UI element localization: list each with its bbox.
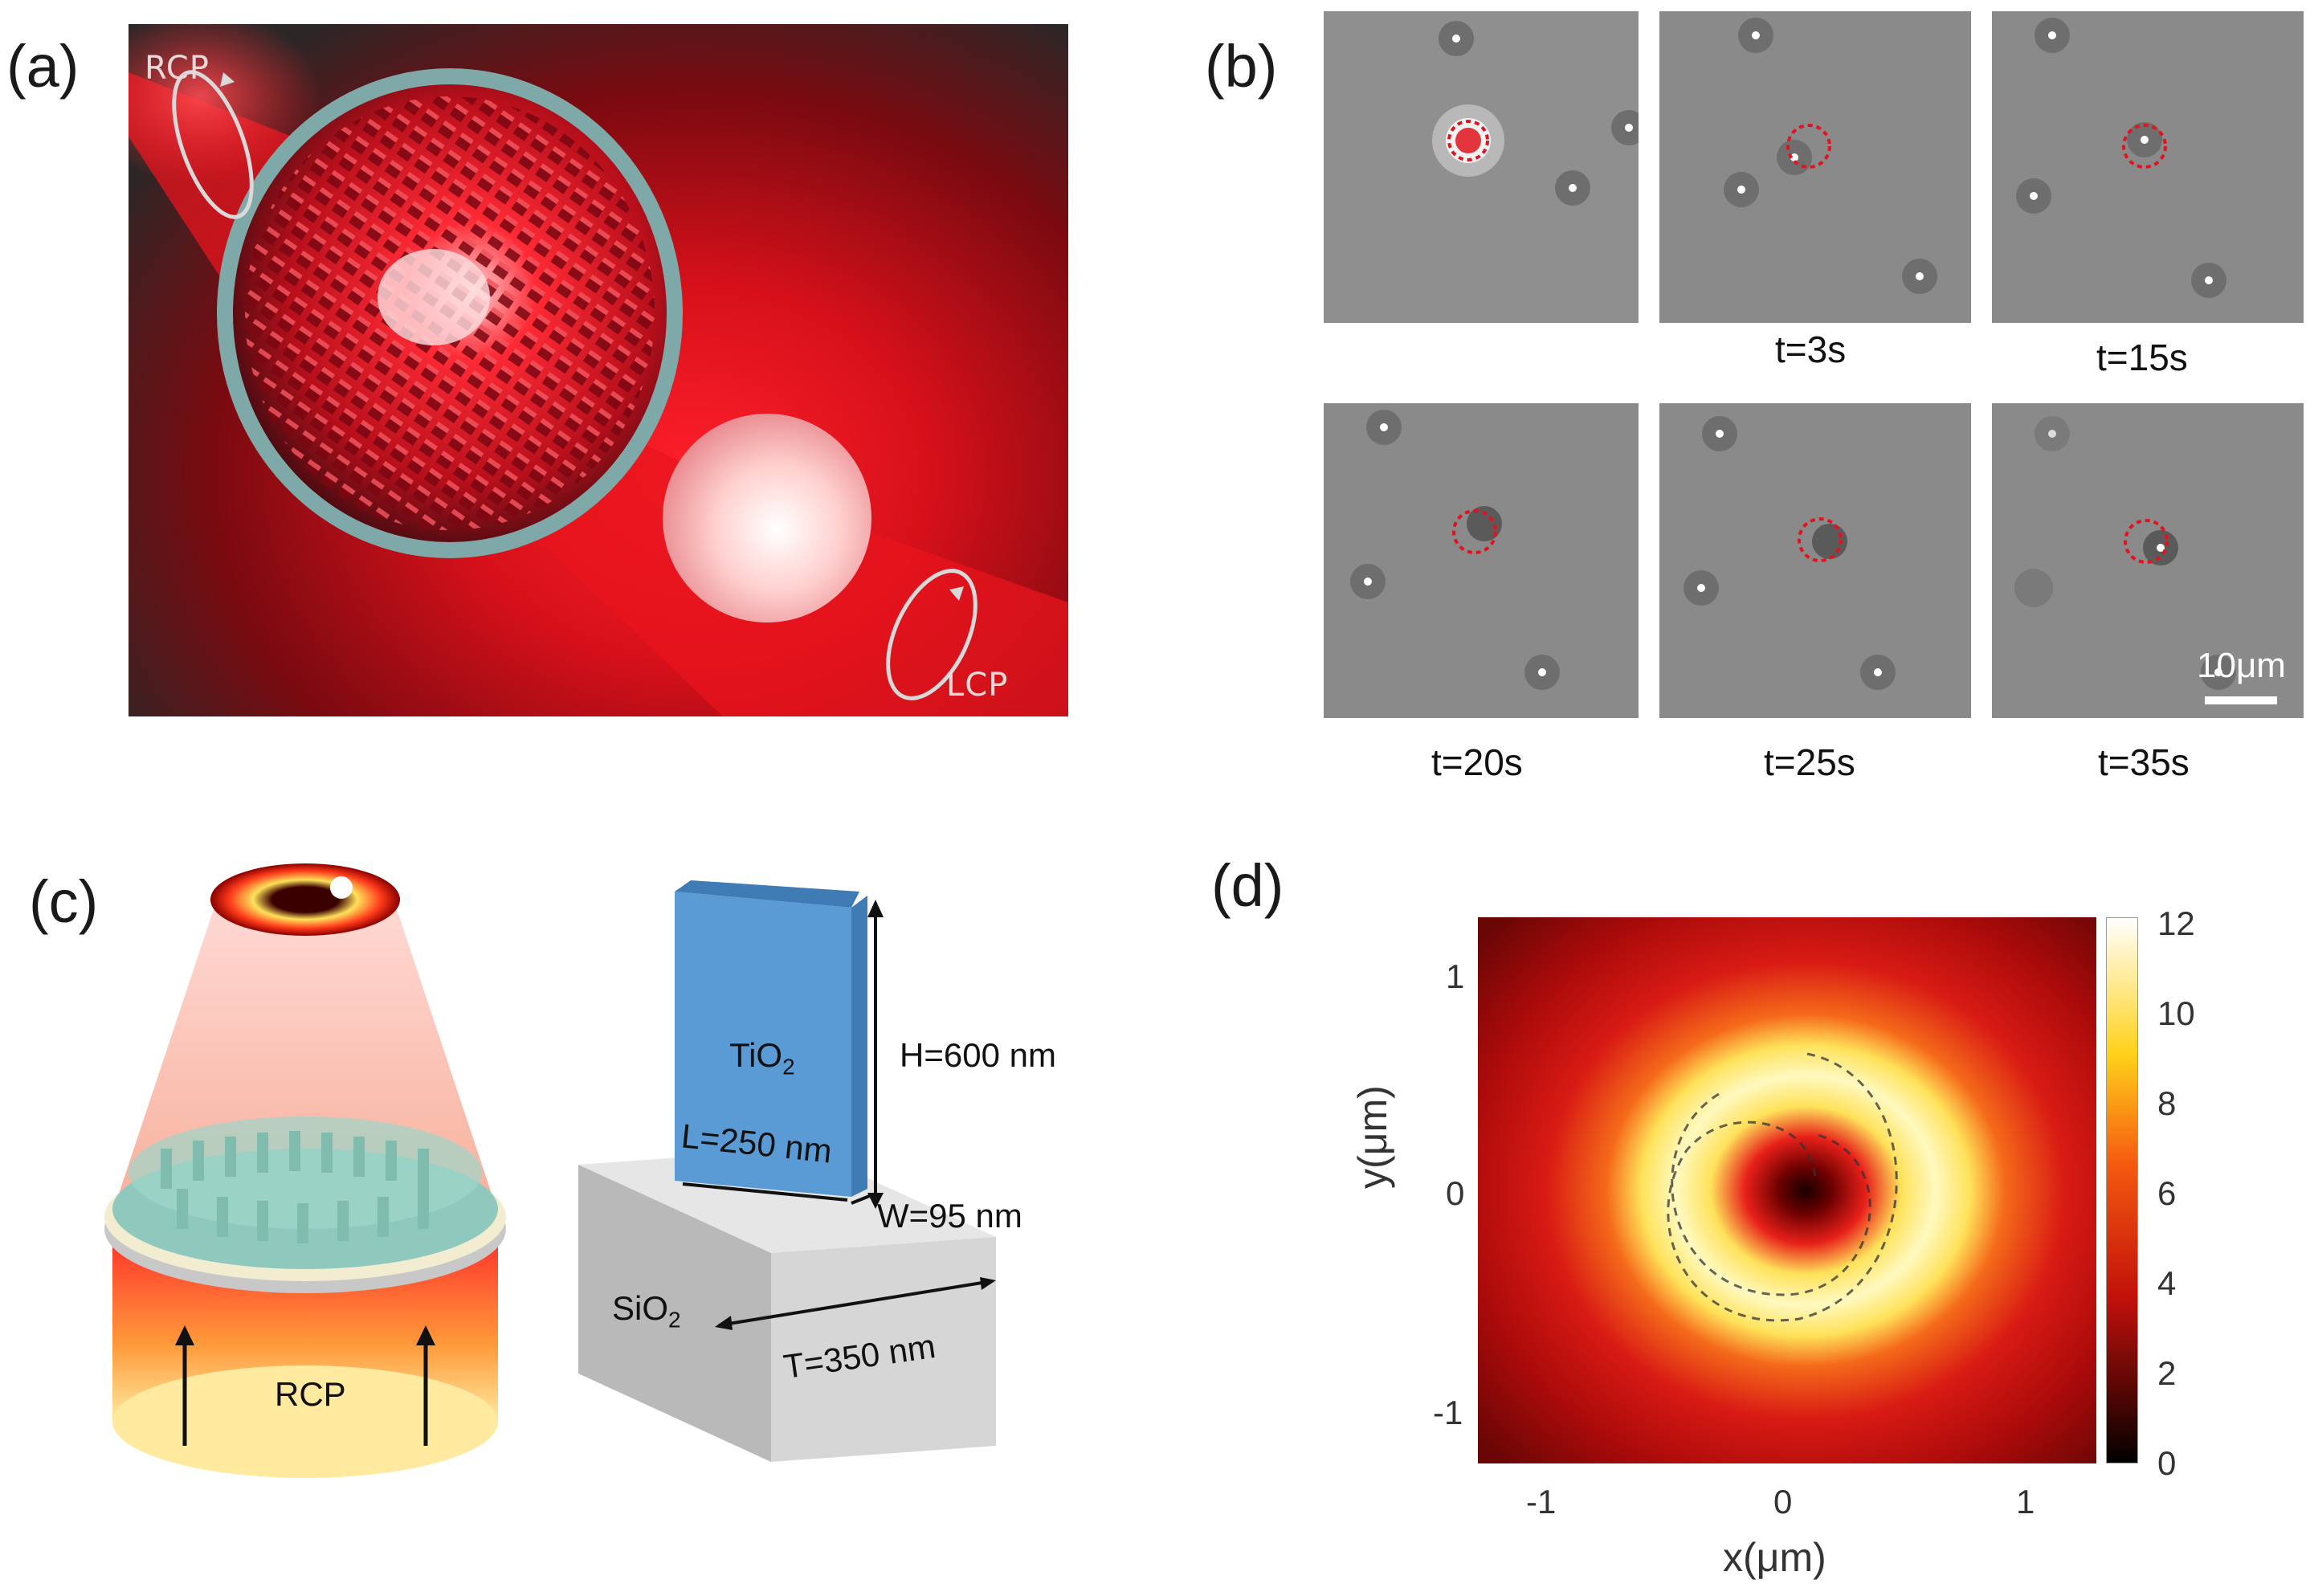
frame-3-time: t=15s <box>2096 337 2188 378</box>
y-tick-0: 0 <box>1446 1174 1465 1212</box>
colorbar-tick-12: 12 <box>2157 904 2195 942</box>
rcp-label: RCP <box>145 50 210 87</box>
microscope-frame-5 <box>1659 403 1971 718</box>
colorbar-tick-4: 4 <box>2157 1264 2177 1302</box>
panel-c-label: (c) <box>29 868 99 935</box>
colorbar-tick-8: 8 <box>2157 1084 2177 1122</box>
width-label: W=95 nm <box>877 1197 1022 1235</box>
microscope-frame-4 <box>1324 403 1639 718</box>
sio2-subscript: 2 <box>668 1307 681 1333</box>
x-tick-1: 1 <box>2016 1483 2035 1520</box>
colorbar-tick-2: 2 <box>2157 1354 2177 1392</box>
frame-6-time: t=35s <box>2098 741 2190 783</box>
metalens-schematic <box>104 863 506 1478</box>
colorbar-tick-10: 10 <box>2157 994 2195 1032</box>
frame-2-time: t=3s <box>1775 329 1847 370</box>
metalens-trapping-illustration <box>129 24 1068 716</box>
colorbar-tick-0: 0 <box>2157 1444 2177 1482</box>
microscope-frame-3 <box>1992 11 2304 323</box>
sio2-label: SiO2 <box>612 1289 681 1333</box>
y-tick-1: 1 <box>1446 957 1465 995</box>
microscope-frame-6: 10μm <box>1992 403 2304 718</box>
frame-4-time: t=20s <box>1431 741 1523 783</box>
height-label: H=600 nm <box>900 1036 1056 1074</box>
frame-5-time: t=25s <box>1764 741 1855 783</box>
panel-c-rcp-label: RCP <box>275 1375 346 1413</box>
x-tick-neg1: -1 <box>1526 1483 1557 1520</box>
y-axis-label: y(μm) <box>1350 1085 1395 1189</box>
y-tick-neg1: -1 <box>1433 1394 1463 1431</box>
sio2-text: SiO <box>612 1289 669 1327</box>
unit-cell-schematic <box>578 880 996 1462</box>
scale-bar-label: 10μm <box>2197 646 2286 685</box>
tio2-label: TiO2 <box>729 1036 795 1080</box>
microscope-frame-2 <box>1659 11 1971 323</box>
tio2-text: TiO <box>729 1036 783 1074</box>
panel-a-illustration: RCP LCP <box>129 24 1068 716</box>
tio2-subscript: 2 <box>782 1054 795 1080</box>
intensity-map <box>1478 917 2096 1463</box>
lcp-label: LCP <box>946 667 1009 704</box>
colorbar <box>2106 917 2138 1463</box>
x-axis-label: x(μm) <box>1723 1535 1826 1580</box>
x-tick-0: 0 <box>1773 1483 1793 1520</box>
scale-bar <box>2205 696 2277 704</box>
microscope-frame-1 <box>1324 11 1639 323</box>
panel-a-label: (a) <box>6 33 80 100</box>
panel-d-label: (d) <box>1211 852 1284 919</box>
panel-b-label: (b) <box>1205 33 1278 100</box>
colorbar-tick-6: 6 <box>2157 1174 2177 1212</box>
